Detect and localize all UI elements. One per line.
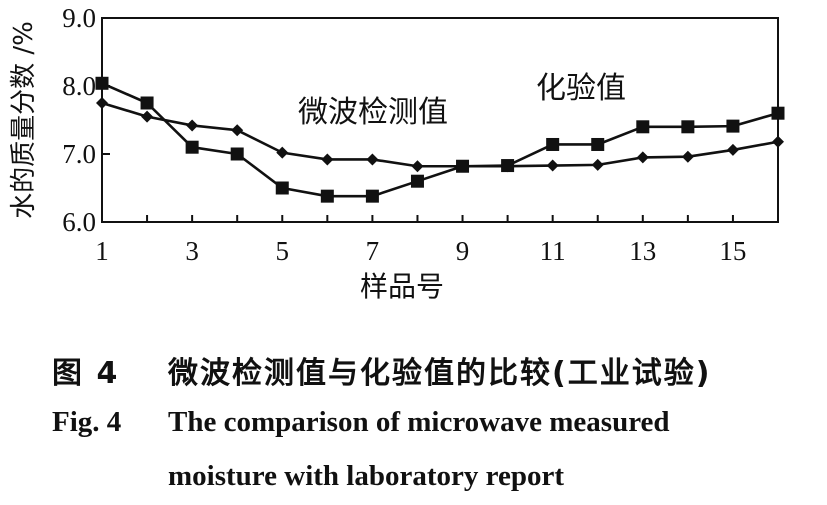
data-point-laboratory [140, 96, 154, 110]
data-point-microwave [321, 153, 334, 166]
data-point-microwave [636, 151, 649, 164]
data-point-laboratory [456, 159, 470, 173]
plot-frame [101, 17, 779, 223]
x-tick-label: 1 [95, 236, 109, 266]
data-point-microwave [366, 153, 379, 166]
data-point-microwave [772, 135, 784, 148]
x-tick-label: 3 [185, 236, 199, 266]
y-tick-label: 6.0 [62, 207, 96, 237]
caption-zh-figure-title: 微波检测值与化验值的比较(工业试验) [168, 356, 712, 391]
data-point-laboratory [365, 189, 379, 203]
caption-zh-figure-label: 图 4 [52, 356, 120, 391]
y-axis-title: 水的质量分数 /% [9, 21, 39, 219]
caption-en-figure-title-line-1: The comparison of microwave measured [168, 406, 670, 438]
x-tick-label: 13 [629, 236, 656, 266]
data-point-laboratory [185, 140, 199, 154]
caption-en-figure-title-line-2: moisture with laboratory report [168, 460, 565, 492]
y-tick-label: 7.0 [62, 139, 96, 169]
data-point-laboratory [636, 120, 650, 134]
x-tick-label: 15 [719, 236, 746, 266]
x-tick-label: 11 [540, 236, 566, 266]
data-point-microwave [186, 119, 199, 132]
annotation-lab-label: 化验值 [536, 71, 626, 106]
data-point-microwave [726, 143, 739, 156]
data-point-laboratory [275, 181, 289, 195]
data-point-laboratory [95, 76, 109, 90]
data-point-laboratory [591, 137, 605, 151]
data-point-laboratory [546, 137, 560, 151]
data-point-laboratory [771, 106, 785, 120]
series-line-microwave [101, 101, 779, 168]
data-point-microwave [276, 146, 289, 159]
data-point-laboratory [230, 147, 244, 161]
x-axis-ticks: 1 3 5 7 9 11 13 15 [95, 215, 779, 266]
caption-en-figure-label: Fig. 4 [52, 406, 122, 438]
x-axis-title: 样品号 [360, 270, 444, 303]
annotation-microwave-label: 微波检测值 [298, 95, 448, 130]
data-point-microwave [141, 110, 154, 123]
data-point-laboratory [410, 174, 424, 188]
data-point-microwave [231, 124, 244, 137]
data-point-laboratory [726, 119, 740, 133]
data-point-microwave [681, 150, 694, 163]
data-point-laboratory [501, 159, 515, 173]
data-point-laboratory [320, 189, 334, 203]
data-point-microwave [411, 160, 424, 173]
data-point-microwave [591, 158, 604, 171]
series-layer [95, 76, 785, 203]
x-tick-label: 9 [456, 236, 470, 266]
x-tick-label: 5 [276, 236, 290, 266]
y-tick-label: 8.0 [62, 71, 96, 101]
data-point-laboratory [681, 120, 695, 134]
moisture-line-chart: 6.07.08.09.0 1 3 5 7 9 11 13 15 微波检测值 化验值 样品号 水… [9, 3, 785, 303]
data-point-microwave [546, 159, 559, 172]
y-axis-ticks: 6.0 7.0 8.0 9.0 [62, 3, 110, 237]
x-tick-label: 7 [366, 236, 380, 266]
data-point-microwave [96, 97, 108, 109]
series-line-laboratory [101, 82, 779, 198]
y-tick-label: 9.0 [62, 3, 96, 33]
